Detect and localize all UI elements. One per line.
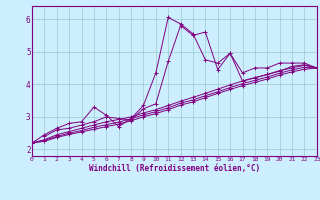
X-axis label: Windchill (Refroidissement éolien,°C): Windchill (Refroidissement éolien,°C) [89, 164, 260, 173]
